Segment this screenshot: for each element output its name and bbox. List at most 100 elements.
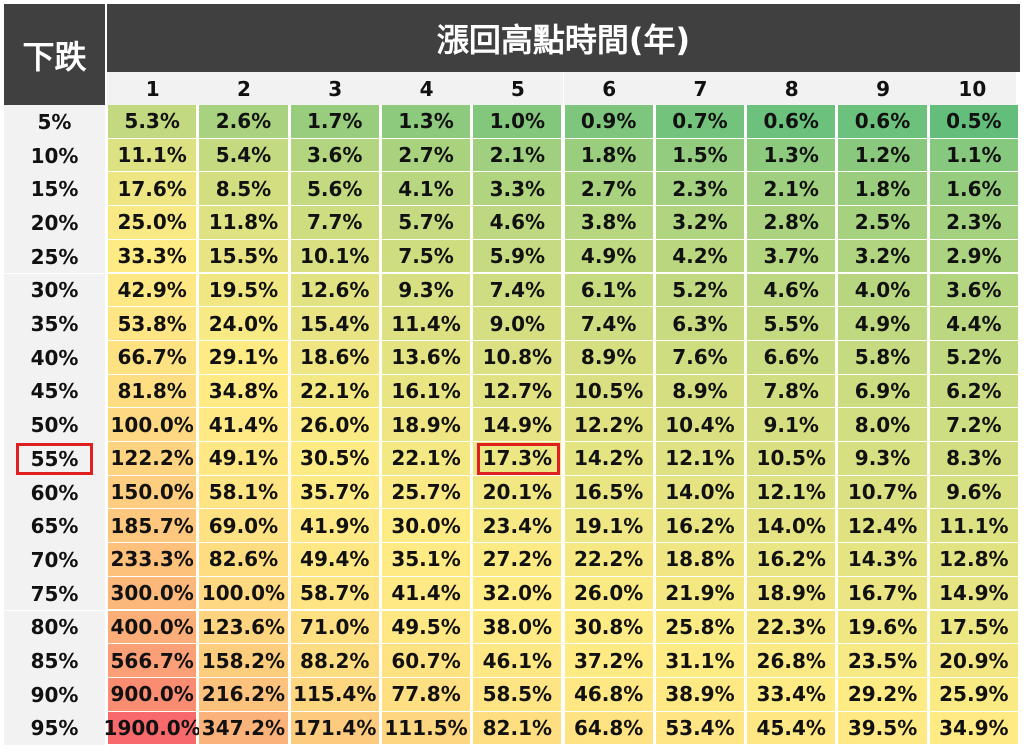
heatmap-cell: 20.9%: [929, 644, 1018, 677]
heatmap-cell: 88.2%: [290, 644, 379, 677]
heatmap-cell: 7.5%: [381, 239, 471, 273]
column-header: 6: [563, 72, 655, 105]
heatmap-cell: 49.1%: [199, 442, 288, 475]
heatmap-cell: 0.6%: [747, 105, 836, 138]
heatmap-cell: 29.2%: [838, 677, 927, 711]
row-header: 10%: [4, 138, 105, 173]
heatmap-cell: 7.4%: [564, 307, 653, 340]
heatmap-cell: 46.1%: [473, 644, 562, 677]
heatmap-cell: 12.4%: [838, 509, 927, 543]
heatmap-cell: 49.5%: [381, 610, 471, 644]
heatmap-cell: 19.6%: [838, 610, 927, 644]
heatmap-cell: 81.8%: [108, 374, 197, 408]
heatmap-cell: 32.0%: [473, 576, 562, 610]
heatmap-cell: 233.3%: [108, 543, 197, 576]
heatmap-cell: 10.1%: [290, 239, 379, 273]
column-header: 2: [198, 72, 290, 105]
heatmap-cell: 12.8%: [929, 543, 1018, 576]
heatmap-cell: 5.2%: [929, 340, 1018, 374]
heatmap-cell: 14.0%: [655, 475, 745, 509]
heatmap-cell: 0.9%: [564, 105, 653, 138]
heatmap-cell: 1.0%: [473, 105, 562, 138]
row-header: 25%: [4, 239, 105, 274]
heatmap-cell: 5.6%: [290, 172, 379, 206]
heatmap-cell: 46.8%: [564, 677, 653, 711]
heatmap-cell: 2.7%: [381, 138, 471, 172]
heatmap-cell: 11.4%: [381, 307, 471, 340]
heatmap-cell: 18.8%: [655, 543, 745, 576]
row-header: 35%: [4, 307, 105, 341]
heatmap-cell: 66.7%: [108, 340, 197, 374]
heatmap-cell: 6.3%: [655, 307, 745, 340]
heatmap-cell: 39.5%: [838, 711, 927, 745]
heatmap-cell: 185.7%: [108, 509, 197, 543]
heatmap-cell: 12.1%: [747, 475, 836, 509]
row-header: 95%: [4, 711, 105, 746]
heatmap-cell: 1.6%: [929, 172, 1018, 206]
heatmap-cell: 7.2%: [929, 408, 1018, 441]
heatmap-cell: 20.1%: [473, 475, 562, 509]
heatmap-cell: 6.6%: [747, 340, 836, 374]
heatmap-cell: 12.6%: [290, 273, 379, 307]
heatmap-cell: 5.7%: [381, 206, 471, 239]
heatmap-cell: 150.0%: [108, 475, 197, 509]
heatmap-cell: 16.7%: [838, 576, 927, 610]
heatmap-cell: 26.0%: [564, 576, 653, 610]
heatmap-cell: 8.3%: [929, 442, 1018, 475]
heatmap-cell: 8.5%: [199, 172, 288, 206]
heatmap-cell: 34.8%: [199, 374, 288, 408]
heatmap-cell: 13.6%: [381, 340, 471, 374]
heatmap-cell: 1.8%: [838, 172, 927, 206]
heatmap-cell: 38.0%: [473, 610, 562, 644]
heatmap-cell: 58.7%: [290, 576, 379, 610]
heatmap-cell: 25.0%: [108, 206, 197, 239]
heatmap-cell: 0.7%: [655, 105, 745, 138]
heatmap-cell: 9.3%: [381, 273, 471, 307]
heatmap-cell: 41.4%: [381, 576, 471, 610]
heatmap-cell: 0.6%: [838, 105, 927, 138]
heatmap-cell: 26.8%: [747, 644, 836, 677]
heatmap-cell: 17.5%: [929, 610, 1018, 644]
heatmap-cell: 5.3%: [108, 105, 197, 138]
heatmap-cell: 21.9%: [655, 576, 745, 610]
heatmap-cell: 300.0%: [108, 576, 197, 610]
heatmap-cell: 10.8%: [473, 340, 562, 374]
heatmap-cell: 3.8%: [564, 206, 653, 239]
heatmap-cell: 30.0%: [381, 509, 471, 543]
heatmap-cell: 69.0%: [199, 509, 288, 543]
heatmap-cell: 26.0%: [290, 408, 379, 441]
heatmap-cell: 3.6%: [290, 138, 379, 172]
heatmap-cell: 17.3%: [473, 442, 562, 475]
heatmap-cell: 7.4%: [473, 273, 562, 307]
heatmap-cell: 14.9%: [929, 576, 1018, 610]
heatmap-cell: 2.3%: [929, 206, 1018, 239]
heatmap-cell: 18.9%: [747, 576, 836, 610]
heatmap-cell: 4.6%: [473, 206, 562, 239]
heatmap-cell: 38.9%: [655, 677, 745, 711]
chart-title: 漲回高點時間(年): [107, 4, 1020, 72]
heatmap-cell: 49.4%: [290, 543, 379, 576]
row-header: 75%: [4, 576, 105, 611]
row-header: 60%: [4, 475, 105, 510]
heatmap-cell: 25.7%: [381, 475, 471, 509]
heatmap-cell: 5.2%: [655, 273, 745, 307]
heatmap-cell: 71.0%: [290, 610, 379, 644]
heatmap-cell: 12.1%: [655, 442, 745, 475]
heatmap-cell: 10.4%: [655, 408, 745, 441]
heatmap-cell: 5.5%: [747, 307, 836, 340]
heatmap-cell: 77.8%: [381, 677, 471, 711]
heatmap-cell: 35.1%: [381, 543, 471, 576]
heatmap-cell: 31.1%: [655, 644, 745, 677]
heatmap-cell: 1.3%: [747, 138, 836, 172]
heatmap-cell: 15.4%: [290, 307, 379, 340]
heatmap-cell: 45.4%: [747, 711, 836, 745]
heatmap-cell: 1.3%: [381, 105, 471, 138]
heatmap-cell: 2.6%: [199, 105, 288, 138]
heatmap-cell: 400.0%: [108, 610, 197, 644]
heatmap-cell: 7.8%: [747, 374, 836, 408]
heatmap-cell: 11.8%: [199, 206, 288, 239]
heatmap-cell: 53.4%: [655, 711, 745, 745]
heatmap-cell: 566.7%: [108, 644, 197, 677]
row-header: 15%: [4, 172, 105, 207]
heatmap-cell: 4.9%: [564, 239, 653, 273]
